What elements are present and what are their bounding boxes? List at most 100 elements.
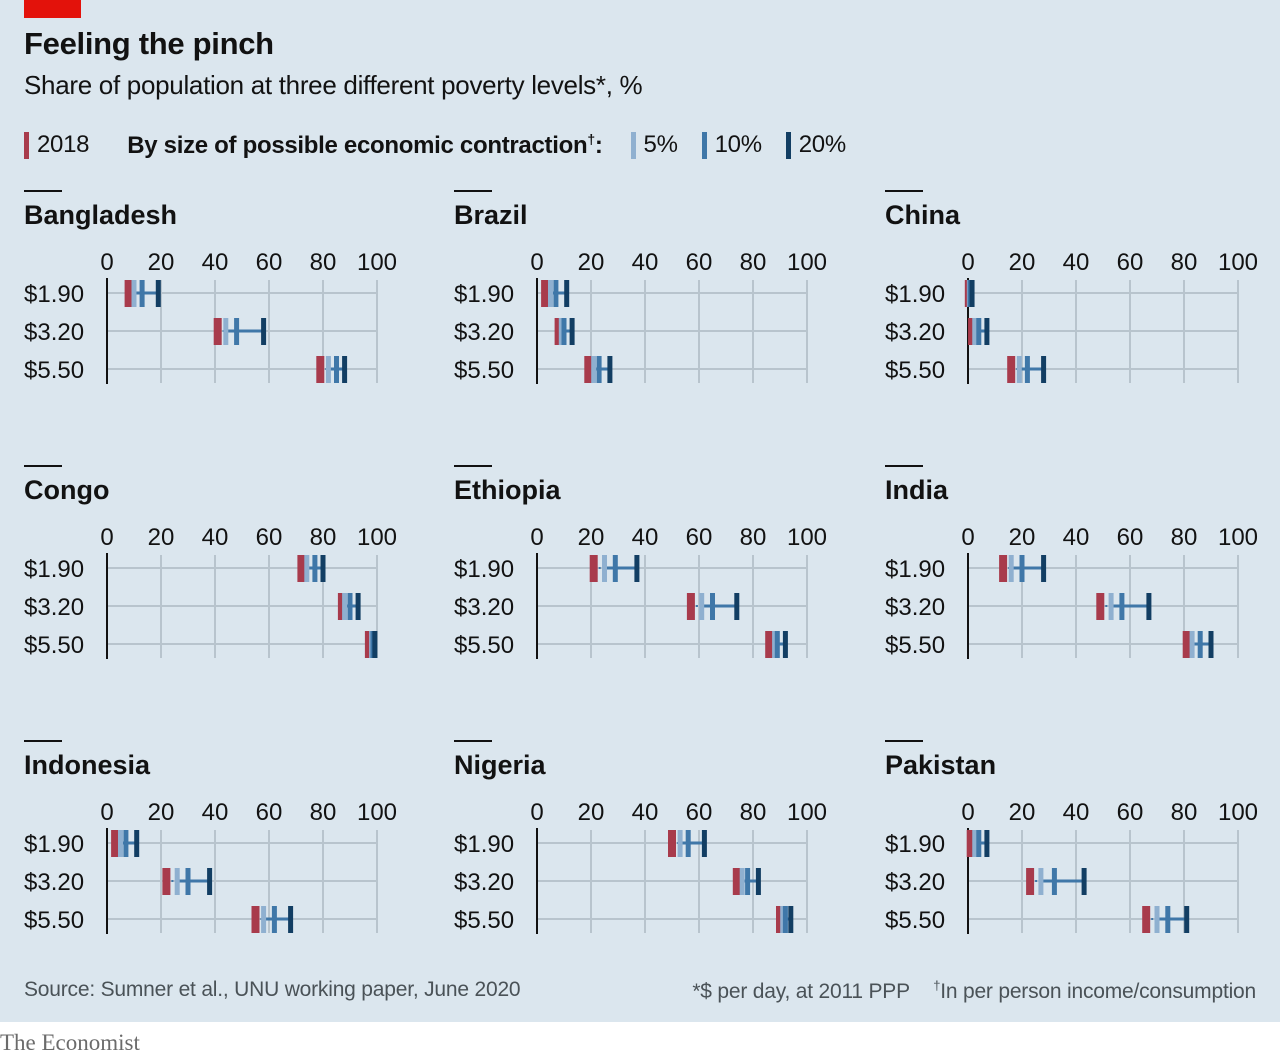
mark-bangladesh-0-10: [139, 280, 145, 307]
panel-title-pakistan: Pakistan: [885, 750, 996, 780]
tick-label-india-40: 40: [1063, 524, 1090, 551]
category-label-nigeria-1: $3.20: [454, 869, 514, 896]
mark-china-2-2018: [1007, 356, 1016, 383]
tick-label-congo-20: 20: [148, 524, 175, 551]
mark-india-2-5: [1189, 631, 1195, 658]
mark-nigeria-1-5: [739, 868, 745, 895]
category-label-india-1: $3.20: [885, 594, 945, 621]
mark-ethiopia-0-5: [602, 555, 607, 582]
mark-pakistan-0-5: [972, 830, 978, 857]
mark-indonesia-1-2018: [162, 868, 171, 895]
mark-indonesia-1-20: [207, 868, 213, 895]
tick-label-pakistan-60: 60: [1117, 799, 1144, 826]
panel-rule-pakistan: [885, 740, 923, 742]
mark-bangladesh-1-5: [223, 318, 229, 345]
category-label-china-1: $3.20: [885, 319, 945, 346]
category-label-india-0: $1.90: [885, 556, 945, 583]
mark-china-1-5: [972, 318, 978, 345]
category-label-congo-1: $3.20: [24, 594, 84, 621]
mark-congo-1-5: [342, 593, 348, 620]
mark-pakistan-1-20: [1081, 868, 1087, 895]
category-label-ethiopia-2: $5.50: [454, 632, 514, 659]
tick-label-ethiopia-20: 20: [578, 524, 605, 551]
mark-brazil-2-10: [596, 356, 602, 383]
mark-nigeria-2-2018: [776, 906, 784, 933]
legend-label-20: 20%: [798, 131, 846, 158]
mark-indonesia-1-10: [185, 868, 191, 895]
category-label-bangladesh-1: $3.20: [24, 319, 84, 346]
chart-panel: [0, 0, 1280, 1022]
mark-pakistan-1-10: [1051, 868, 1057, 895]
tick-label-congo-40: 40: [202, 524, 229, 551]
mark-nigeria-0-10: [685, 830, 691, 857]
mark-nigeria-0-20: [701, 830, 707, 857]
panel-rule-indonesia: [24, 740, 62, 742]
category-label-brazil-1: $3.20: [454, 319, 514, 346]
mark-brazil-1-10: [561, 318, 567, 345]
mark-india-2-2018: [1182, 631, 1191, 658]
tick-label-nigeria-0: 0: [530, 799, 543, 826]
mark-brazil-2-20: [607, 356, 613, 383]
source-note: Source: Sumner et al., UNU working paper…: [24, 978, 521, 1001]
panel-title-congo: Congo: [24, 475, 109, 505]
category-label-indonesia-2: $5.50: [24, 907, 84, 934]
mark-congo-1-2018: [337, 593, 346, 620]
tick-label-brazil-0: 0: [530, 249, 543, 276]
mark-congo-1-10: [347, 593, 353, 620]
tick-label-congo-80: 80: [310, 524, 337, 551]
tick-label-pakistan-40: 40: [1063, 799, 1090, 826]
category-label-congo-0: $1.90: [24, 556, 84, 583]
tick-label-bangladesh-80: 80: [310, 249, 337, 276]
tick-label-bangladesh-60: 60: [256, 249, 283, 276]
mark-india-1-20: [1146, 593, 1152, 620]
category-label-brazil-2: $5.50: [454, 357, 514, 384]
panel-title-brazil: Brazil: [454, 200, 528, 230]
mark-pakistan-2-5: [1154, 906, 1160, 933]
mark-india-1-10: [1119, 593, 1125, 620]
panel-title-india: India: [885, 475, 949, 505]
tick-label-china-60: 60: [1117, 249, 1144, 276]
category-label-china-2: $5.50: [885, 357, 945, 384]
legend-swatch-5: [630, 131, 636, 159]
mark-india-0-5: [1008, 555, 1014, 582]
tick-label-brazil-40: 40: [632, 249, 659, 276]
mark-congo-0-10: [312, 555, 318, 582]
panel-rule-ethiopia: [454, 465, 492, 467]
mark-indonesia-2-20: [288, 906, 294, 933]
tick-label-congo-60: 60: [256, 524, 283, 551]
tick-label-indonesia-60: 60: [256, 799, 283, 826]
panel-rule-india: [885, 465, 923, 467]
mark-pakistan-1-5: [1038, 868, 1044, 895]
tick-label-china-40: 40: [1063, 249, 1090, 276]
mark-bangladesh-1-20: [261, 318, 267, 345]
mark-india-1-2018: [1096, 593, 1105, 620]
category-label-brazil-0: $1.90: [454, 281, 514, 308]
tick-label-indonesia-40: 40: [202, 799, 229, 826]
tick-label-ethiopia-80: 80: [740, 524, 767, 551]
tick-label-indonesia-20: 20: [148, 799, 175, 826]
tick-label-brazil-20: 20: [578, 249, 605, 276]
mark-congo-0-20: [320, 555, 326, 582]
mark-bangladesh-2-10: [334, 356, 339, 383]
category-label-china-0: $1.90: [885, 281, 945, 308]
chart-subtitle: Share of population at three different p…: [24, 70, 643, 100]
tick-label-pakistan-80: 80: [1171, 799, 1198, 826]
footnotes: *$ per day, at 2011 PPP †In per person i…: [692, 978, 1256, 1004]
category-label-indonesia-1: $3.20: [24, 869, 84, 896]
mark-indonesia-2-2018: [251, 906, 260, 933]
panel-title-china: China: [885, 200, 961, 230]
legend-item-20: 20%: [785, 131, 846, 159]
mark-ethiopia-1-2018: [686, 593, 695, 620]
mark-brazil-0-20: [564, 280, 570, 307]
panel-title-ethiopia: Ethiopia: [454, 475, 561, 505]
tick-label-bangladesh-100: 100: [357, 249, 397, 276]
mark-ethiopia-2-10: [774, 631, 780, 658]
footnote-contraction-mark: †: [933, 978, 941, 993]
mark-brazil-1-5: [558, 318, 564, 345]
mark-ethiopia-2-5: [772, 631, 778, 658]
category-label-pakistan-1: $3.20: [885, 869, 945, 896]
mark-ethiopia-1-20: [734, 593, 740, 620]
mark-bangladesh-1-10: [234, 318, 240, 345]
tick-label-nigeria-40: 40: [632, 799, 659, 826]
category-label-ethiopia-1: $3.20: [454, 594, 514, 621]
